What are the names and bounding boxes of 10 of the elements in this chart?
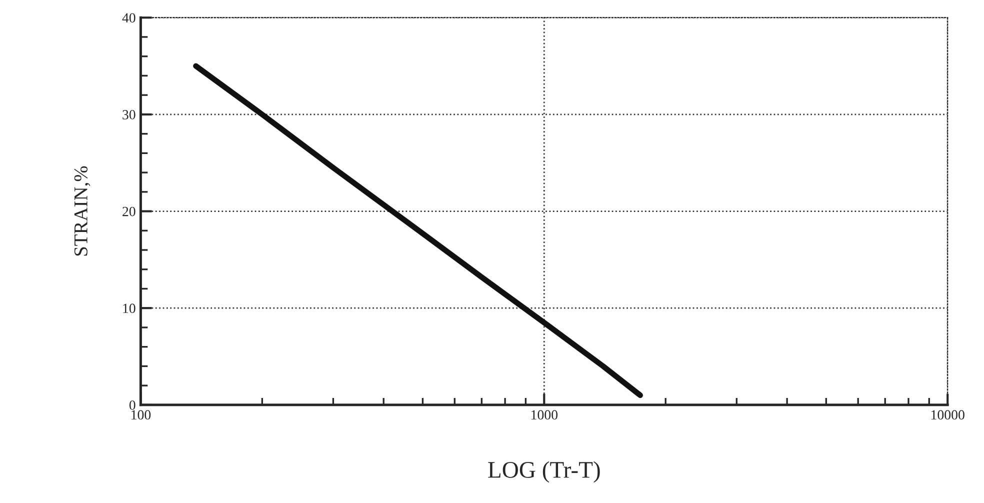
x-tick-label: 100 [132,410,151,420]
y-tick-label: 20 [122,206,136,216]
y-tick-label: 10 [123,304,136,314]
y-tick-label: 40 [122,13,136,23]
y-tick-label: 30 [122,110,136,120]
y-axis-title: STRAIN,% [74,166,90,256]
x-tick-label: 10000 [931,410,964,420]
y-tick-label: 0 [129,400,136,410]
x-axis-title: LOG (Tr-T) [488,461,600,483]
x-tick-label: 1000 [531,410,558,420]
